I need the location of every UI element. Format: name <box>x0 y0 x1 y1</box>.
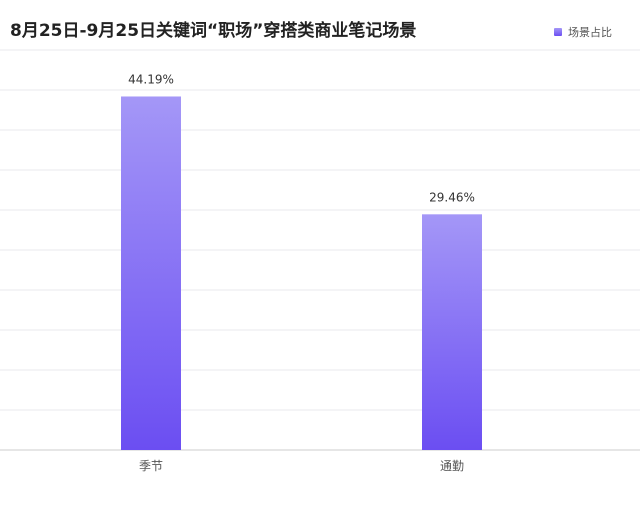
legend-label: 场景占比 <box>568 26 612 39</box>
bar-value-label: 44.19% <box>128 72 174 86</box>
chart-title: 8月25日-9月25日关键词“职场”穿搭类商业笔记场景 <box>10 21 417 41</box>
x-tick-label: 季节 <box>139 459 163 473</box>
bars <box>121 96 482 450</box>
bar-value-label: 29.46% <box>429 190 475 204</box>
bar <box>422 214 482 450</box>
x-tick-labels: 季节 通勤 <box>139 459 464 473</box>
chart-legend: 场景占比 <box>554 24 612 40</box>
grid-lines <box>0 49 640 451</box>
x-tick-label: 通勤 <box>440 459 464 473</box>
bar <box>121 96 181 450</box>
value-labels: 44.19% 29.46% <box>128 72 475 204</box>
legend-swatch <box>554 28 562 36</box>
